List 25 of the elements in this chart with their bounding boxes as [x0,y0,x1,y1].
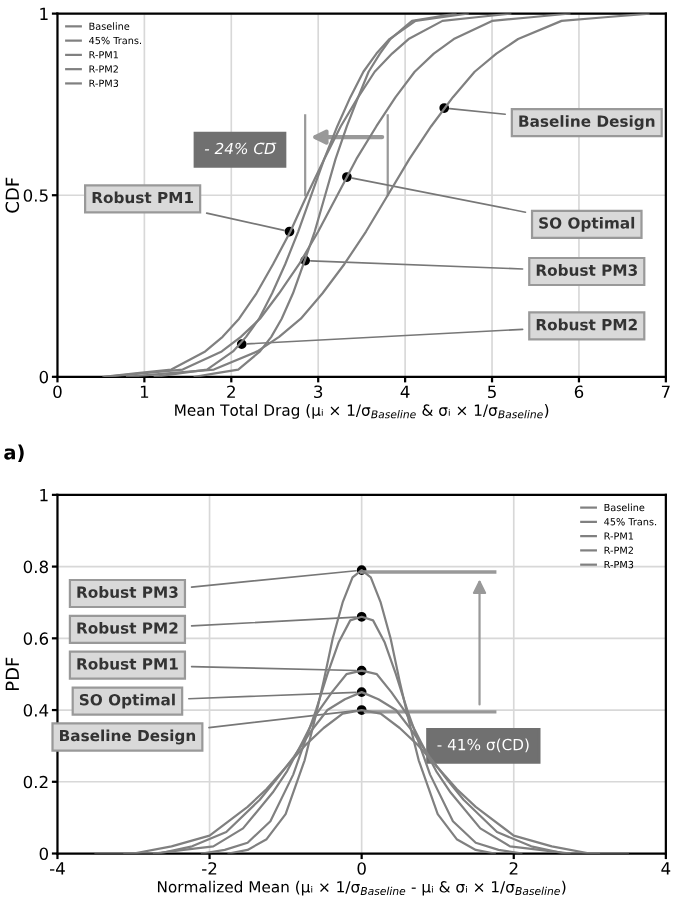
y-tick-label: 0 [39,370,49,384]
y-tick-label: 0.6 [23,632,49,645]
x-tick-label: 0 [357,862,366,875]
y-tick-label: 1 [40,489,48,502]
y-tick-label: 0.4 [23,704,49,717]
y-axis-title: PDF [5,657,19,691]
y-tick-label: 0.5 [23,189,48,202]
y-tick-label: 1 [40,7,48,20]
y-tick-label: 0.8 [23,560,48,574]
y-tick-label: 0.2 [23,775,48,789]
y-tick-label: 0 [39,847,49,861]
x-tick-label: 2 [509,862,518,875]
x-tick-label: 1 [140,385,149,398]
text: a) [4,444,24,462]
x-tick-label: 4 [400,385,410,398]
x-tick-label: -4 [49,862,65,875]
x-tick-label: 3 [314,385,323,399]
x-tick-label: -2 [202,862,217,875]
x-tick-label: 5 [488,385,496,399]
x-tick-label: 6 [574,385,584,399]
x-tick-label: 4 [661,862,671,875]
x-tick-label: 7 [661,385,670,398]
x-tick-label: 2 [227,385,235,398]
y-axis-title: CDF [5,177,20,213]
x-tick-label: 0 [53,385,62,399]
